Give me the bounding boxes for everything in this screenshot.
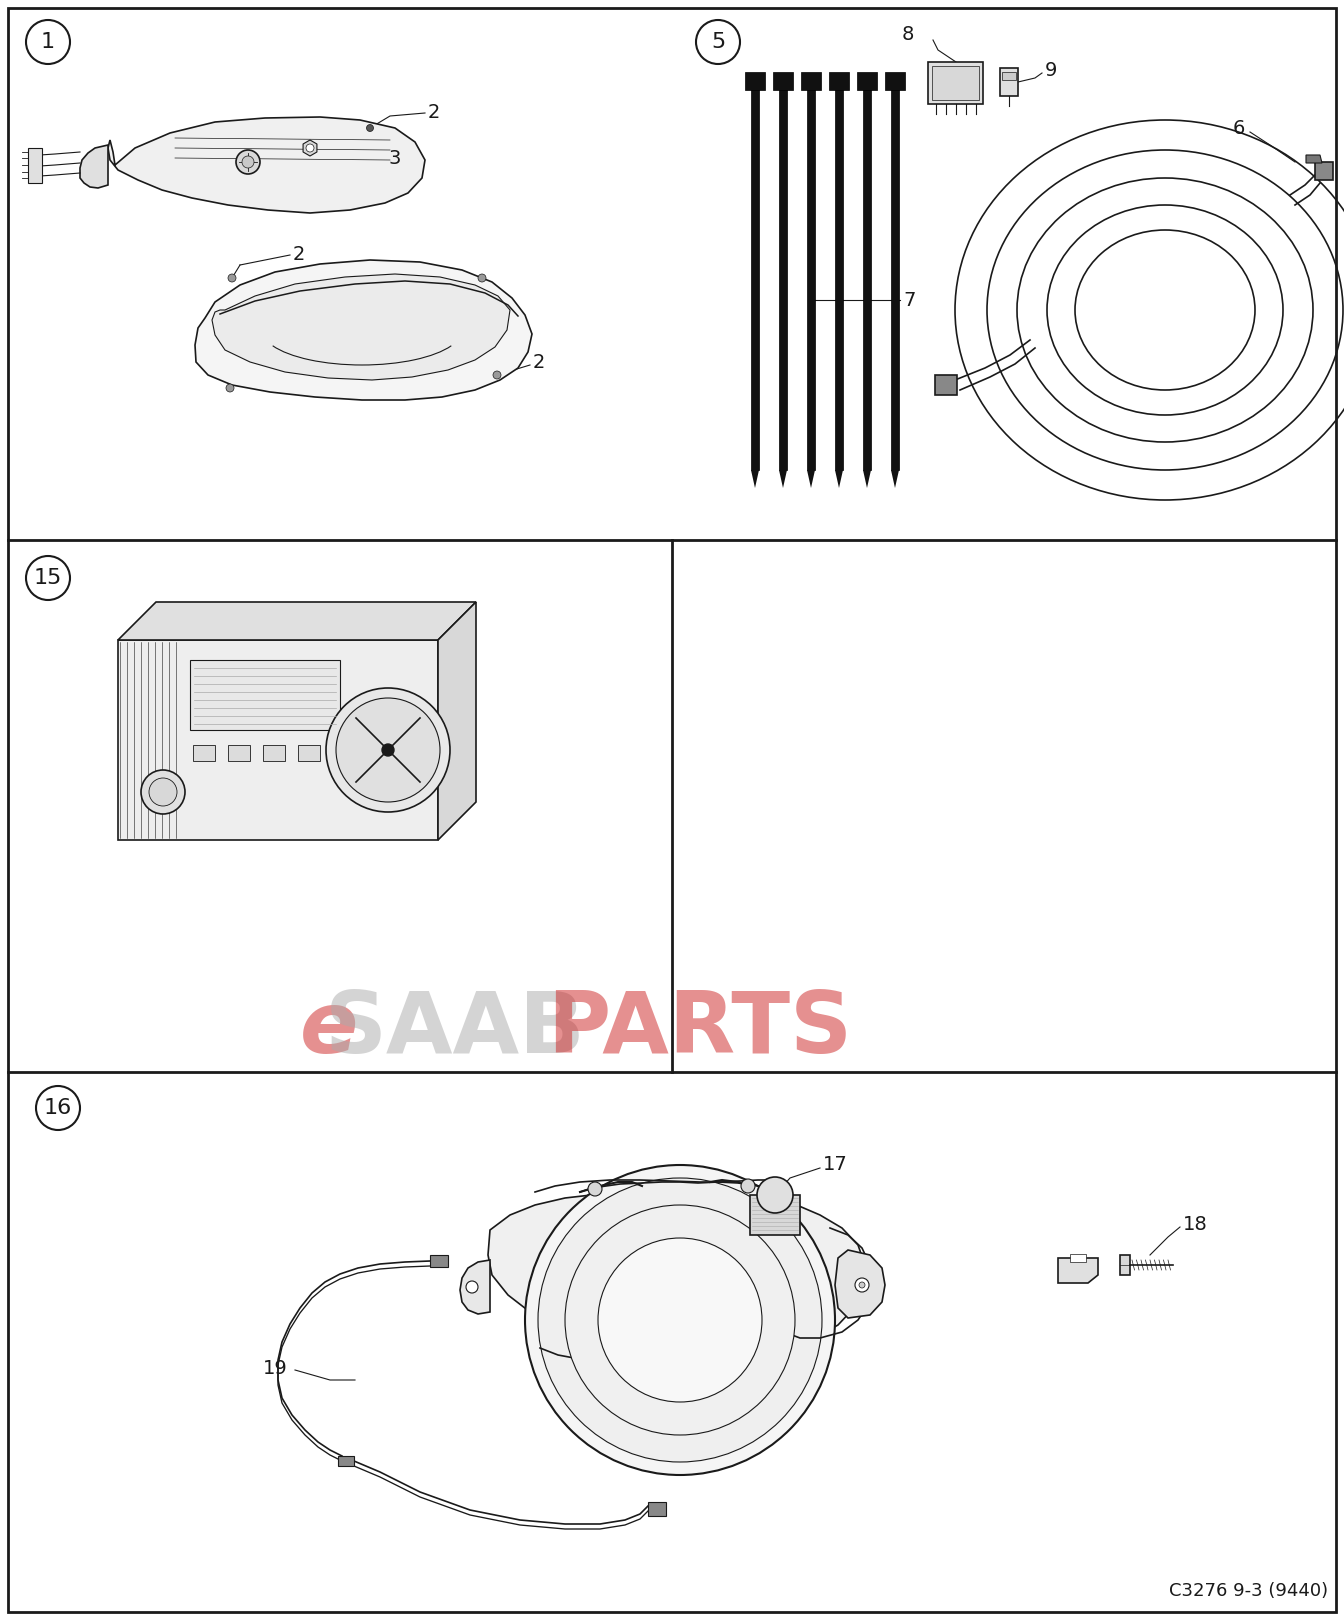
Circle shape [466, 1281, 478, 1293]
Circle shape [36, 1085, 81, 1131]
Bar [1000, 68, 1017, 96]
Text: 18: 18 [1183, 1215, 1208, 1234]
Bar [801, 71, 821, 91]
Text: e: e [300, 988, 358, 1071]
Circle shape [242, 156, 254, 168]
Bar [935, 374, 957, 395]
Bar [750, 1196, 800, 1234]
Bar [118, 640, 438, 841]
Polygon shape [863, 470, 871, 488]
Circle shape [741, 1179, 755, 1192]
Polygon shape [488, 1191, 866, 1353]
Bar [430, 1256, 448, 1267]
Polygon shape [195, 259, 532, 400]
Circle shape [538, 1178, 823, 1461]
Text: 1: 1 [40, 32, 55, 52]
Text: PARTS: PARTS [547, 988, 852, 1071]
Circle shape [26, 556, 70, 599]
Text: 3: 3 [388, 149, 401, 167]
Circle shape [336, 698, 439, 802]
Circle shape [859, 1281, 866, 1288]
Circle shape [589, 1183, 602, 1196]
Text: SAAB: SAAB [325, 988, 586, 1071]
Polygon shape [118, 603, 476, 640]
Bar [1314, 162, 1333, 180]
Text: 15: 15 [34, 569, 62, 588]
Bar [835, 79, 843, 470]
Polygon shape [212, 274, 509, 381]
Text: 2: 2 [427, 104, 441, 123]
Polygon shape [1306, 156, 1322, 164]
Circle shape [228, 274, 237, 282]
Bar [1120, 1256, 1130, 1275]
Bar [863, 79, 871, 470]
Polygon shape [891, 470, 899, 488]
Circle shape [26, 19, 70, 65]
Circle shape [642, 1392, 652, 1401]
Text: 2: 2 [534, 353, 546, 373]
Bar [806, 79, 814, 470]
Bar [298, 745, 320, 761]
Text: 8: 8 [902, 24, 914, 44]
Polygon shape [622, 1380, 671, 1413]
Circle shape [149, 778, 177, 807]
Bar [1003, 71, 1016, 79]
Bar [648, 1502, 667, 1516]
Circle shape [478, 274, 487, 282]
Circle shape [237, 151, 259, 173]
Circle shape [757, 1178, 793, 1213]
Text: C3276 9-3 (9440): C3276 9-3 (9440) [1169, 1583, 1328, 1601]
Polygon shape [1058, 1259, 1098, 1283]
Bar [751, 79, 759, 470]
Circle shape [382, 744, 394, 757]
Text: 9: 9 [1046, 62, 1058, 81]
Polygon shape [806, 470, 814, 488]
Circle shape [367, 125, 374, 131]
Circle shape [493, 371, 501, 379]
Polygon shape [108, 117, 425, 212]
Bar [927, 62, 982, 104]
Bar [194, 745, 215, 761]
Bar [228, 745, 250, 761]
Polygon shape [460, 1260, 491, 1314]
Bar [263, 745, 285, 761]
Text: 17: 17 [823, 1155, 848, 1174]
Bar [780, 79, 788, 470]
Circle shape [696, 19, 741, 65]
Bar [28, 147, 42, 183]
Circle shape [855, 1278, 870, 1293]
Polygon shape [835, 1251, 884, 1319]
Bar [1070, 1254, 1086, 1262]
Text: 7: 7 [903, 290, 915, 309]
Bar [931, 66, 978, 100]
Circle shape [141, 770, 185, 813]
Bar [337, 1456, 353, 1466]
Circle shape [526, 1165, 835, 1474]
Text: 6: 6 [1232, 118, 1245, 138]
Polygon shape [780, 470, 788, 488]
Text: 2: 2 [293, 246, 305, 264]
Text: 16: 16 [44, 1098, 73, 1118]
Bar [884, 71, 905, 91]
Bar [745, 71, 765, 91]
Text: 19: 19 [263, 1359, 288, 1377]
Circle shape [306, 144, 314, 152]
Polygon shape [438, 603, 476, 841]
Circle shape [226, 384, 234, 392]
Bar [190, 659, 340, 731]
Circle shape [598, 1238, 762, 1401]
Polygon shape [751, 470, 759, 488]
Text: 5: 5 [711, 32, 726, 52]
Circle shape [564, 1205, 796, 1435]
Bar [773, 71, 793, 91]
Bar [829, 71, 849, 91]
Polygon shape [81, 146, 108, 188]
Bar [891, 79, 899, 470]
Bar [857, 71, 878, 91]
Polygon shape [835, 470, 843, 488]
Circle shape [327, 688, 450, 812]
